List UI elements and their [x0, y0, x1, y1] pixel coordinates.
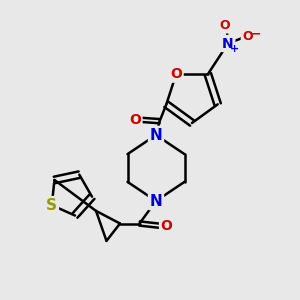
Text: O: O: [242, 29, 253, 43]
Text: N: N: [222, 37, 234, 50]
Text: −: −: [251, 28, 261, 41]
Text: +: +: [230, 44, 239, 54]
Text: O: O: [129, 113, 141, 127]
Text: O: O: [170, 67, 182, 81]
Text: O: O: [220, 19, 230, 32]
Text: N: N: [150, 194, 162, 208]
Text: S: S: [46, 198, 57, 213]
Text: O: O: [160, 219, 172, 233]
Text: N: N: [150, 128, 162, 142]
